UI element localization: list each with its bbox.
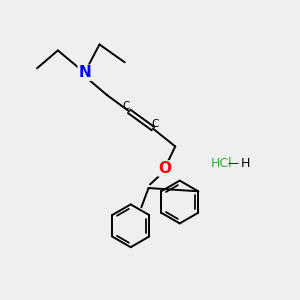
Text: H: H	[241, 157, 250, 170]
Text: O: O	[158, 161, 171, 176]
Text: HCl: HCl	[211, 157, 232, 170]
Text: C: C	[152, 118, 159, 128]
Text: N: N	[78, 65, 91, 80]
Text: —: —	[227, 158, 238, 168]
Text: C: C	[122, 101, 130, 111]
